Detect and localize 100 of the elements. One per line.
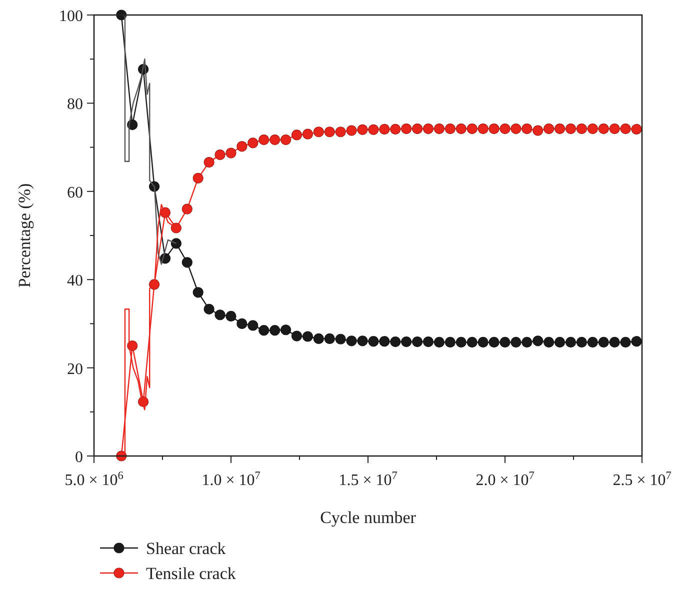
point bbox=[522, 123, 532, 134]
point bbox=[500, 123, 510, 134]
point bbox=[401, 336, 412, 348]
point bbox=[291, 130, 302, 140]
point bbox=[609, 123, 620, 134]
y-tick-label: 40 bbox=[67, 272, 83, 290]
point bbox=[390, 124, 401, 135]
point bbox=[466, 123, 478, 134]
y-tick-label: 20 bbox=[67, 360, 83, 378]
point bbox=[478, 336, 488, 348]
point bbox=[587, 123, 598, 134]
point bbox=[565, 336, 576, 348]
point bbox=[620, 123, 631, 134]
point bbox=[379, 336, 390, 347]
point bbox=[510, 123, 522, 134]
point bbox=[444, 123, 456, 134]
x-tick-label: 2.0 × 10$^{7}$ bbox=[476, 470, 535, 489]
point bbox=[368, 124, 379, 135]
point bbox=[280, 324, 292, 336]
point bbox=[444, 336, 456, 348]
point bbox=[270, 134, 280, 146]
point bbox=[236, 318, 248, 329]
point bbox=[270, 325, 280, 336]
point bbox=[192, 287, 204, 298]
point bbox=[456, 336, 466, 348]
point bbox=[214, 149, 226, 160]
point bbox=[434, 336, 445, 348]
point bbox=[532, 336, 544, 346]
point bbox=[248, 138, 258, 148]
point bbox=[346, 125, 357, 136]
point bbox=[466, 336, 478, 348]
point bbox=[576, 336, 588, 348]
y-tick-label: 60 bbox=[67, 184, 83, 202]
point bbox=[554, 336, 566, 348]
point bbox=[478, 123, 488, 134]
point bbox=[258, 325, 270, 336]
point bbox=[226, 310, 236, 322]
point bbox=[291, 330, 302, 342]
point bbox=[214, 310, 226, 320]
point bbox=[609, 336, 620, 348]
point bbox=[313, 333, 324, 344]
point bbox=[522, 336, 532, 348]
point bbox=[192, 172, 204, 184]
point bbox=[357, 124, 368, 135]
point bbox=[280, 134, 292, 146]
point bbox=[631, 336, 642, 347]
point bbox=[390, 336, 401, 348]
point bbox=[434, 123, 445, 134]
point bbox=[456, 123, 466, 134]
legend-label: Tensile crack bbox=[146, 564, 236, 583]
point bbox=[554, 123, 566, 134]
point bbox=[368, 336, 379, 347]
point bbox=[544, 336, 554, 348]
point bbox=[236, 141, 248, 152]
point bbox=[204, 304, 214, 314]
point bbox=[412, 336, 423, 348]
x-tick-label: 1.0 × 10$^{7}$ bbox=[202, 470, 261, 489]
x-tick-label: 2.5 × 10$^{7}$ bbox=[612, 470, 672, 489]
point bbox=[248, 320, 258, 331]
point bbox=[226, 148, 236, 158]
point bbox=[335, 334, 346, 344]
point bbox=[422, 336, 434, 348]
point bbox=[357, 336, 368, 346]
point bbox=[324, 333, 335, 344]
point bbox=[500, 336, 510, 348]
point bbox=[598, 123, 609, 134]
point bbox=[412, 123, 423, 134]
point bbox=[302, 331, 314, 342]
y-tick-label: 80 bbox=[67, 96, 83, 114]
point bbox=[422, 123, 434, 134]
point bbox=[544, 123, 554, 134]
point bbox=[379, 124, 390, 135]
point bbox=[182, 257, 192, 268]
point bbox=[335, 126, 346, 138]
point bbox=[204, 156, 214, 168]
x-tick-label: 1.5 × 10$^{7}$ bbox=[338, 470, 398, 489]
point bbox=[620, 336, 631, 348]
point bbox=[576, 123, 588, 134]
x-axis-title: Cycle number bbox=[320, 508, 416, 527]
point bbox=[587, 336, 598, 348]
point bbox=[170, 238, 182, 249]
point bbox=[565, 123, 576, 134]
point bbox=[488, 336, 500, 348]
y-tick-label: 0 bbox=[75, 449, 83, 466]
y-axis-title: Percentage (%) bbox=[15, 183, 34, 288]
point bbox=[324, 126, 335, 138]
point bbox=[302, 128, 314, 140]
x-tick-label: 5.0 × 10$^{6}$ bbox=[64, 470, 124, 489]
point bbox=[532, 125, 544, 136]
point bbox=[631, 124, 642, 135]
point bbox=[401, 123, 412, 134]
point bbox=[258, 134, 270, 146]
point bbox=[598, 336, 609, 348]
y-tick-label: 100 bbox=[59, 8, 83, 25]
point bbox=[313, 126, 324, 138]
legend-label: Shear crack bbox=[146, 539, 226, 558]
point bbox=[346, 336, 357, 346]
point bbox=[182, 204, 192, 214]
point bbox=[170, 222, 182, 234]
point bbox=[510, 336, 522, 348]
